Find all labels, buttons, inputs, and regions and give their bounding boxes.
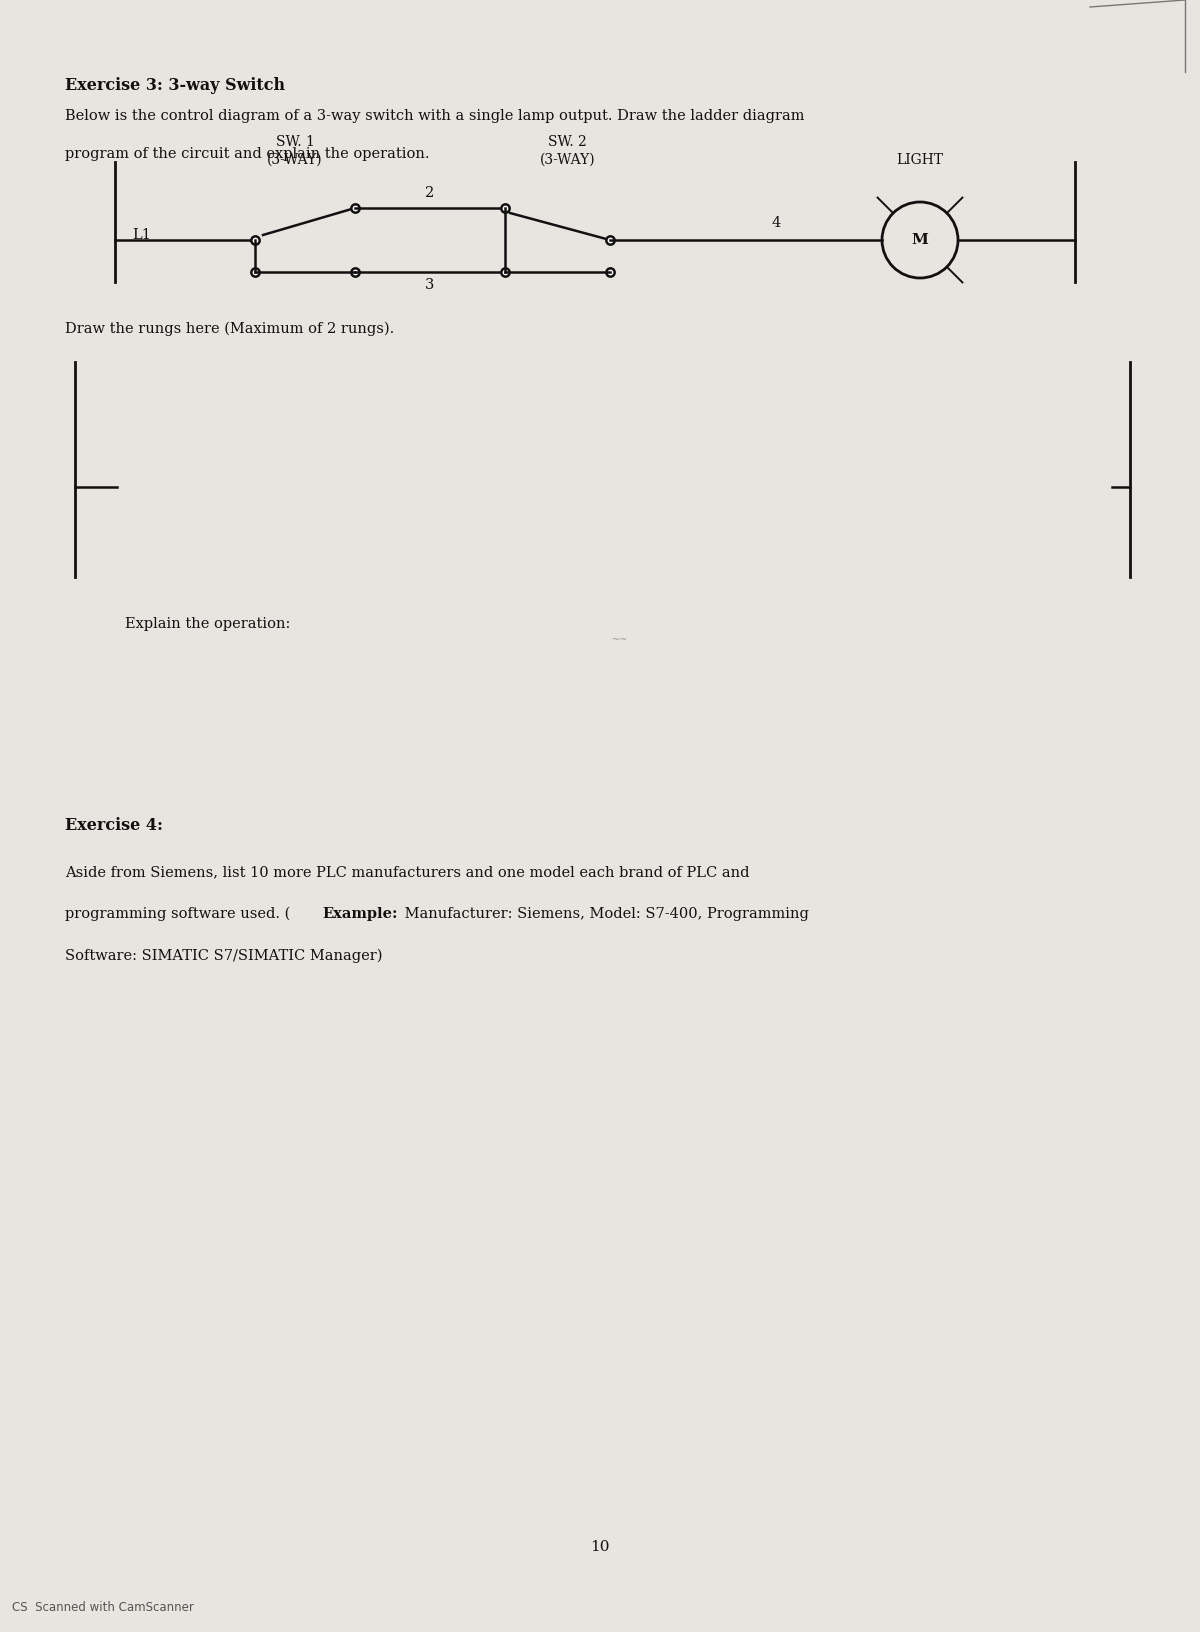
- Text: program of the circuit and explain the operation.: program of the circuit and explain the o…: [65, 147, 430, 162]
- Text: 10: 10: [590, 1541, 610, 1554]
- Text: SW. 1
(3-WAY): SW. 1 (3-WAY): [268, 134, 323, 166]
- Text: Exercise 4:: Exercise 4:: [65, 818, 163, 834]
- Text: 4: 4: [772, 215, 781, 230]
- Text: ~~: ~~: [612, 635, 628, 645]
- Text: L1: L1: [132, 228, 151, 242]
- Text: Aside from Siemens, list 10 more PLC manufacturers and one model each brand of P: Aside from Siemens, list 10 more PLC man…: [65, 865, 750, 880]
- Text: M: M: [912, 233, 929, 246]
- Text: Explain the operation:: Explain the operation:: [125, 617, 290, 632]
- Text: 2: 2: [425, 186, 434, 201]
- Text: Manufacturer: Siemens, Model: S7-400, Programming: Manufacturer: Siemens, Model: S7-400, Pr…: [400, 907, 809, 920]
- Text: Below is the control diagram of a 3-way switch with a single lamp output. Draw t: Below is the control diagram of a 3-way …: [65, 109, 804, 122]
- Text: CS  Scanned with CamScanner: CS Scanned with CamScanner: [12, 1601, 194, 1614]
- Text: SW. 2
(3-WAY): SW. 2 (3-WAY): [540, 134, 595, 166]
- Text: Software: SIMATIC S7/SIMATIC Manager): Software: SIMATIC S7/SIMATIC Manager): [65, 948, 383, 963]
- Text: 3: 3: [425, 277, 434, 292]
- Text: Exercise 3: 3-way Switch: Exercise 3: 3-way Switch: [65, 77, 286, 95]
- Text: programming software used. (: programming software used. (: [65, 907, 290, 922]
- Text: Example:: Example:: [323, 907, 398, 920]
- Text: LIGHT: LIGHT: [896, 153, 943, 166]
- Text: Draw the rungs here (Maximum of 2 rungs).: Draw the rungs here (Maximum of 2 rungs)…: [65, 322, 395, 336]
